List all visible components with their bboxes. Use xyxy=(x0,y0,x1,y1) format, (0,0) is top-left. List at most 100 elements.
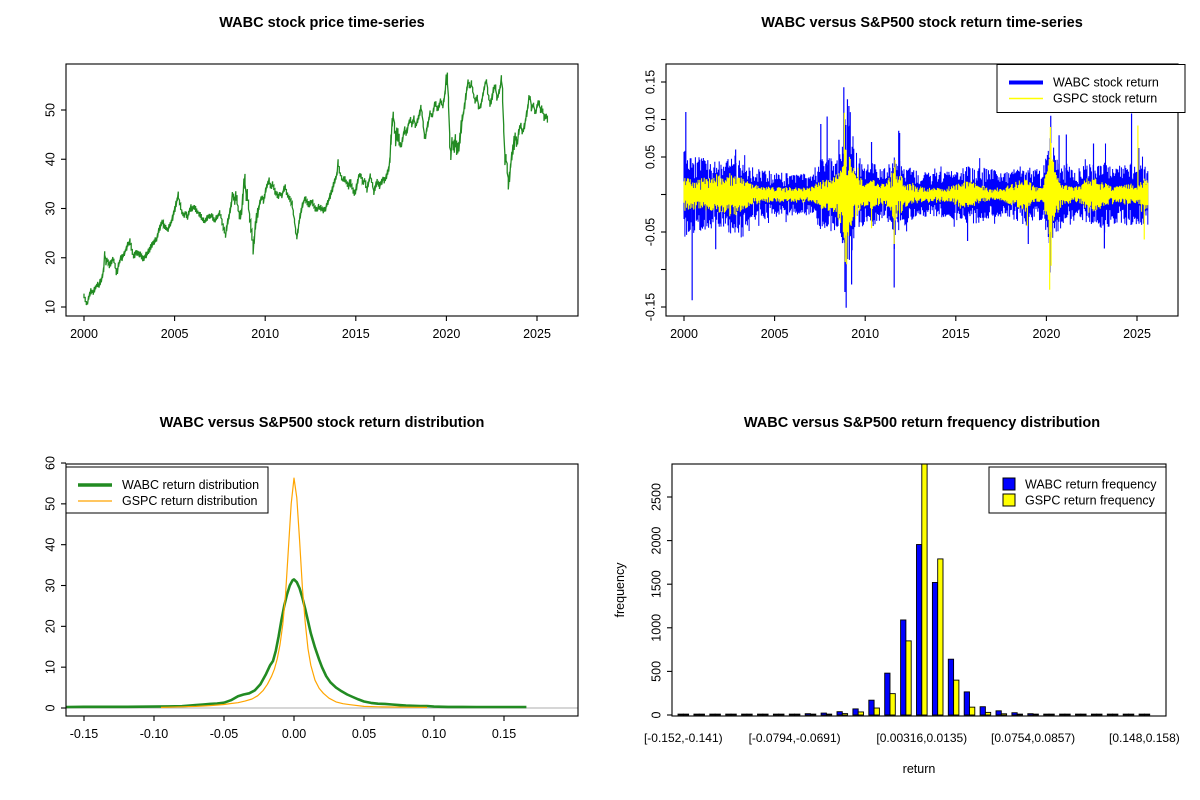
svg-text:2500: 2500 xyxy=(649,483,663,511)
price-plot-canvas: 2000 2005 2010 2015 2020 2025 10 20 30 40 50 xyxy=(43,63,579,341)
gspc-frequency-bar xyxy=(730,713,737,716)
wabc-frequency-bar xyxy=(995,710,1002,716)
wabc-frequency-bar xyxy=(709,713,716,716)
wabc-frequency-bar xyxy=(693,713,700,716)
histogram-x-axis: [-0.152,-0.141) [-0.0794,-0.0691) [0.00316… xyxy=(644,731,1180,745)
legend-label: WABC return frequency xyxy=(1025,478,1157,492)
legend-label: WABC stock return xyxy=(1053,76,1159,90)
gspc-frequency-bar xyxy=(857,711,864,716)
wabc-price-series xyxy=(83,72,549,306)
svg-text:2000: 2000 xyxy=(670,327,698,341)
svg-text:10: 10 xyxy=(43,300,57,314)
svg-text:-0.15: -0.15 xyxy=(643,293,657,322)
svg-text:40: 40 xyxy=(43,538,57,552)
histogram-plot-box xyxy=(671,463,1167,717)
svg-text:2020: 2020 xyxy=(1032,327,1060,341)
svg-text:50: 50 xyxy=(43,497,57,511)
gspc-density-curve xyxy=(160,477,428,708)
wabc-frequency-bar xyxy=(772,713,780,716)
svg-text:60: 60 xyxy=(43,456,57,470)
wabc-frequency-bar xyxy=(788,713,796,716)
price-chart-title: WABC stock price time-series xyxy=(219,15,425,31)
wabc-frequency-bar xyxy=(1011,712,1018,716)
returns-plot-canvas: 2000 2005 2010 2015 2020 2025 0.15 0.10 0.05 -0.0… xyxy=(643,63,1186,341)
chart-price-timeseries: WABC stock price time-series 2000 2005 201… xyxy=(0,0,600,400)
gspc-frequency-bar xyxy=(698,713,705,716)
price-plot-box xyxy=(65,63,579,317)
legend-label: GSPC return frequency xyxy=(1025,494,1156,508)
chart-return-timeseries: WABC versus S&P500 stock return time-ser… xyxy=(600,0,1200,400)
wabc-frequency-bar xyxy=(1027,713,1034,716)
svg-text:500: 500 xyxy=(649,661,663,682)
svg-text:[0.0754,0.0857): [0.0754,0.0857) xyxy=(991,731,1075,745)
svg-text:[0.148,0.158): [0.148,0.158) xyxy=(1109,731,1180,745)
svg-text:0.05: 0.05 xyxy=(352,727,376,741)
wabc-frequency-bar xyxy=(1043,713,1050,716)
wabc-frequency-bar xyxy=(852,708,859,716)
gspc-frequency-bar xyxy=(1064,713,1071,716)
svg-text:10: 10 xyxy=(43,660,57,674)
wabc-frequency-bar xyxy=(900,619,907,716)
svg-text:2015: 2015 xyxy=(342,327,370,341)
gspc-frequency-bar xyxy=(1048,713,1055,716)
svg-text:50: 50 xyxy=(43,103,57,117)
svg-text:1500: 1500 xyxy=(649,570,663,598)
gspc-frequency-bar xyxy=(1143,713,1151,716)
gspc-frequency-bar xyxy=(1016,713,1023,716)
svg-text:0.10: 0.10 xyxy=(643,107,657,131)
svg-text:40: 40 xyxy=(43,152,57,166)
returns-y-axis: 0.15 0.10 0.05 -0.05 -0.15 xyxy=(643,70,666,321)
legend-swatch xyxy=(1002,493,1016,507)
chart-return-frequency: WABC versus S&P500 return frequency dist… xyxy=(600,400,1200,800)
svg-text:2015: 2015 xyxy=(942,327,970,341)
density-x-axis: -0.15 -0.10 -0.05 0.00 0.05 0.10 0.15 xyxy=(70,716,516,741)
gspc-frequency-bar xyxy=(937,558,944,716)
wabc-frequency-bar xyxy=(1138,713,1145,716)
gspc-frequency-bar xyxy=(1000,713,1008,716)
svg-text:0.10: 0.10 xyxy=(422,727,446,741)
histogram-xlabel: return xyxy=(903,762,936,776)
legend-label: GSPC return distribution xyxy=(122,494,258,508)
gspc-frequency-bar xyxy=(921,463,928,716)
histogram-plot-canvas: 0 500 1000 1500 2000 2500 [-0.152,-0.141) [-0.0… xyxy=(613,463,1180,776)
wabc-frequency-bar xyxy=(677,713,684,716)
histogram-bars xyxy=(677,463,1151,716)
svg-text:1000: 1000 xyxy=(649,614,663,642)
density-chart-title: WABC versus S&P500 stock return distribu… xyxy=(159,415,485,431)
wabc-frequency-bar xyxy=(757,713,764,716)
gspc-frequency-bar xyxy=(841,713,849,716)
gspc-frequency-bar xyxy=(746,713,753,716)
svg-text:2005: 2005 xyxy=(161,327,189,341)
svg-text:2010: 2010 xyxy=(251,327,279,341)
gspc-frequency-bar xyxy=(905,640,912,716)
legend-label: WABC return distribution xyxy=(122,478,259,492)
gspc-frequency-bar xyxy=(1128,713,1135,716)
returns-legend: WABC stock return GSPC stock return xyxy=(996,64,1186,113)
svg-text:-0.10: -0.10 xyxy=(140,727,169,741)
wabc-frequency-bar xyxy=(1059,713,1066,716)
gspc-frequency-bar xyxy=(810,713,817,716)
legend-swatch xyxy=(1002,477,1016,491)
svg-text:[-0.152,-0.141): [-0.152,-0.141) xyxy=(644,731,723,745)
density-legend: WABC return distribution GSPC return dist… xyxy=(65,466,269,514)
svg-text:20: 20 xyxy=(43,619,57,633)
svg-text:0: 0 xyxy=(43,704,57,711)
svg-text:[0.00316,0.0135): [0.00316,0.0135) xyxy=(876,731,967,745)
gspc-frequency-bar xyxy=(714,713,721,716)
wabc-frequency-bar xyxy=(1122,713,1129,716)
wabc-frequency-bar xyxy=(1075,713,1082,716)
svg-text:0.00: 0.00 xyxy=(282,727,306,741)
density-plot-canvas: -0.15 -0.10 -0.05 0.00 0.05 0.10 0.15 0 10 20 30 40… xyxy=(43,456,579,741)
wabc-frequency-bar xyxy=(725,713,732,716)
histogram-ylabel: frequency xyxy=(613,562,627,618)
svg-text:2000: 2000 xyxy=(649,527,663,555)
svg-text:30: 30 xyxy=(43,579,57,593)
wabc-frequency-bar xyxy=(947,658,955,716)
gspc-frequency-bar xyxy=(762,713,769,716)
svg-text:2010: 2010 xyxy=(851,327,879,341)
wabc-frequency-bar xyxy=(804,713,811,716)
svg-text:0.05: 0.05 xyxy=(643,145,657,169)
gspc-frequency-bar xyxy=(794,713,801,716)
svg-text:2025: 2025 xyxy=(523,327,551,341)
svg-text:2020: 2020 xyxy=(432,327,460,341)
